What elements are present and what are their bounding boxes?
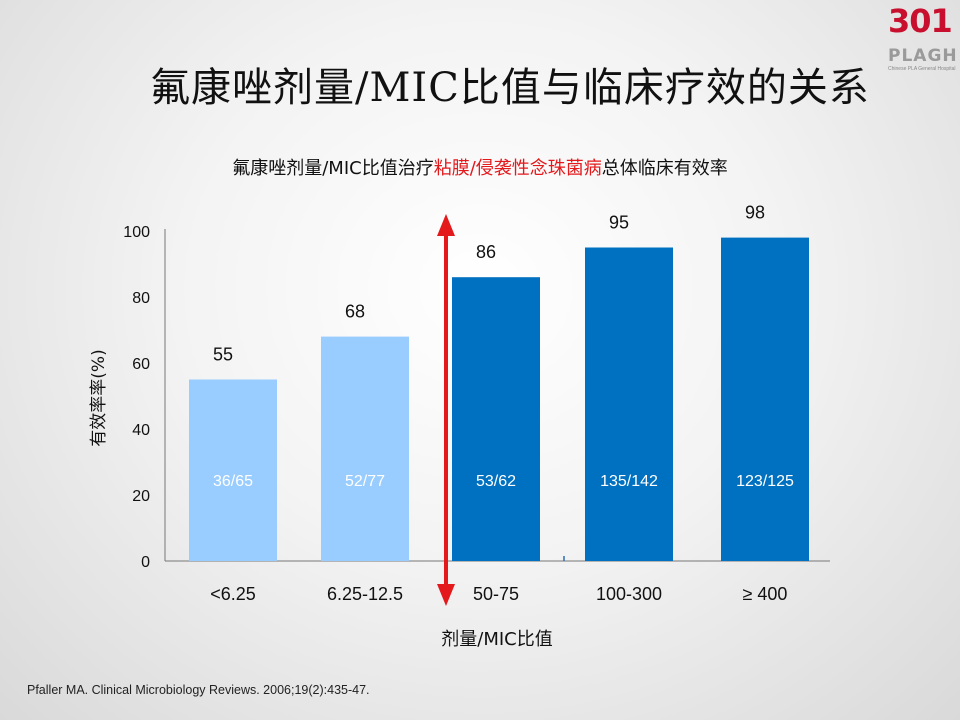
y-tick-label: 40 xyxy=(132,422,150,439)
bar-value-label: 86 xyxy=(476,242,496,262)
y-axis-label: 有效率率(%) xyxy=(89,349,109,446)
bar-ratio-label: 52/77 xyxy=(345,473,385,490)
y-tick-label: 100 xyxy=(123,224,150,241)
bar xyxy=(585,247,673,561)
divider-arrow-head-down xyxy=(437,584,455,606)
bar-ratio-label: 135/142 xyxy=(600,473,658,490)
logo-number: 301 xyxy=(888,2,953,40)
bar xyxy=(452,277,540,561)
chart-title: 氟康唑剂量/MIC比值治疗粘膜/侵袭性念珠菌病总体临床有效率 xyxy=(0,154,960,180)
bar-ratio-label: 123/125 xyxy=(736,473,794,490)
x-tick-label: 50-75 xyxy=(473,584,519,604)
bar-ratio-label: 36/65 xyxy=(213,473,253,490)
x-tick-label: 6.25-12.5 xyxy=(327,584,403,604)
chart-title-highlight: 粘膜/侵袭性念珠菌病 xyxy=(433,158,602,179)
y-tick-label: 20 xyxy=(132,488,150,505)
logo-name: PLAGH xyxy=(888,46,958,66)
x-tick-label: ≥ 400 xyxy=(743,584,788,604)
chart-title-suffix: 总体临床有效率 xyxy=(601,158,728,179)
bar-value-label: 55 xyxy=(213,345,233,365)
y-tick-label: 60 xyxy=(132,356,150,373)
bar-ratio-label: 53/62 xyxy=(476,473,516,490)
slide-title: 氟康唑剂量/MIC比值与临床疗效的关系 xyxy=(150,65,870,111)
logo-subtitle: Chinese PLA General Hospital xyxy=(888,66,956,72)
chart-title-prefix: 氟康唑剂量/MIC比值治疗 xyxy=(232,158,434,179)
bar xyxy=(721,237,809,561)
x-tick-label: 100-300 xyxy=(596,584,662,604)
bar xyxy=(189,379,277,561)
bar-value-label: 95 xyxy=(609,213,629,233)
hospital-logo: 301 PLAGH Chinese PLA General Hospital xyxy=(888,2,958,76)
bar xyxy=(321,336,409,561)
bar-value-label: 68 xyxy=(345,302,365,322)
y-tick-label: 80 xyxy=(132,290,150,307)
y-tick-label: 0 xyxy=(141,554,150,571)
x-axis-label: 剂量/MIC比值 xyxy=(441,629,552,650)
citation: Pfaller MA. Clinical Microbiology Review… xyxy=(27,683,370,697)
divider-arrow-head-up xyxy=(437,214,455,236)
x-tick-label: <6.25 xyxy=(210,584,256,604)
bar-value-label: 98 xyxy=(745,203,765,223)
